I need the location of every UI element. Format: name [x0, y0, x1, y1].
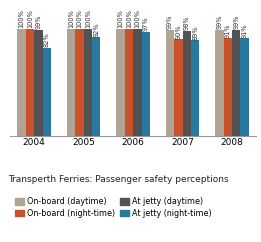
Bar [191, 40, 199, 136]
Bar [232, 30, 240, 136]
Text: 82%: 82% [44, 33, 50, 47]
Bar [141, 32, 150, 136]
Text: 100%: 100% [134, 9, 140, 28]
Text: 99%: 99% [216, 15, 222, 29]
Bar [174, 39, 183, 136]
Text: 100%: 100% [68, 9, 74, 28]
Bar [67, 29, 75, 136]
Bar [183, 31, 191, 136]
Text: 99%: 99% [233, 15, 239, 29]
Bar [84, 29, 92, 136]
Legend: On-board (daytime), On-board (night-time), At jetty (daytime), At jetty (night-t: On-board (daytime), On-board (night-time… [12, 194, 215, 221]
Text: 100%: 100% [117, 9, 123, 28]
Bar [133, 29, 141, 136]
Bar [17, 29, 26, 136]
Bar [224, 38, 232, 136]
Bar [240, 38, 249, 136]
Text: 98%: 98% [184, 16, 190, 30]
Text: 90%: 90% [175, 24, 181, 39]
Text: Transperth Ferries: Passenger safety perceptions: Transperth Ferries: Passenger safety per… [8, 175, 228, 184]
Bar [34, 30, 43, 136]
Text: 100%: 100% [19, 9, 25, 28]
Bar [125, 29, 133, 136]
Bar [75, 29, 84, 136]
Bar [166, 30, 174, 136]
Text: 99%: 99% [167, 15, 173, 29]
Text: 89%: 89% [192, 25, 198, 40]
Bar [215, 30, 224, 136]
Text: 92%: 92% [93, 22, 99, 37]
Text: 97%: 97% [143, 17, 149, 31]
Text: 100%: 100% [126, 9, 132, 28]
Text: 91%: 91% [225, 23, 231, 38]
Text: 99%: 99% [35, 15, 41, 29]
Text: 100%: 100% [76, 9, 82, 28]
Bar [26, 29, 34, 136]
Bar [116, 29, 125, 136]
Text: 100%: 100% [85, 9, 91, 28]
Bar [43, 48, 51, 136]
Text: 100%: 100% [27, 9, 33, 28]
Text: 91%: 91% [242, 23, 248, 38]
Bar [92, 37, 100, 136]
